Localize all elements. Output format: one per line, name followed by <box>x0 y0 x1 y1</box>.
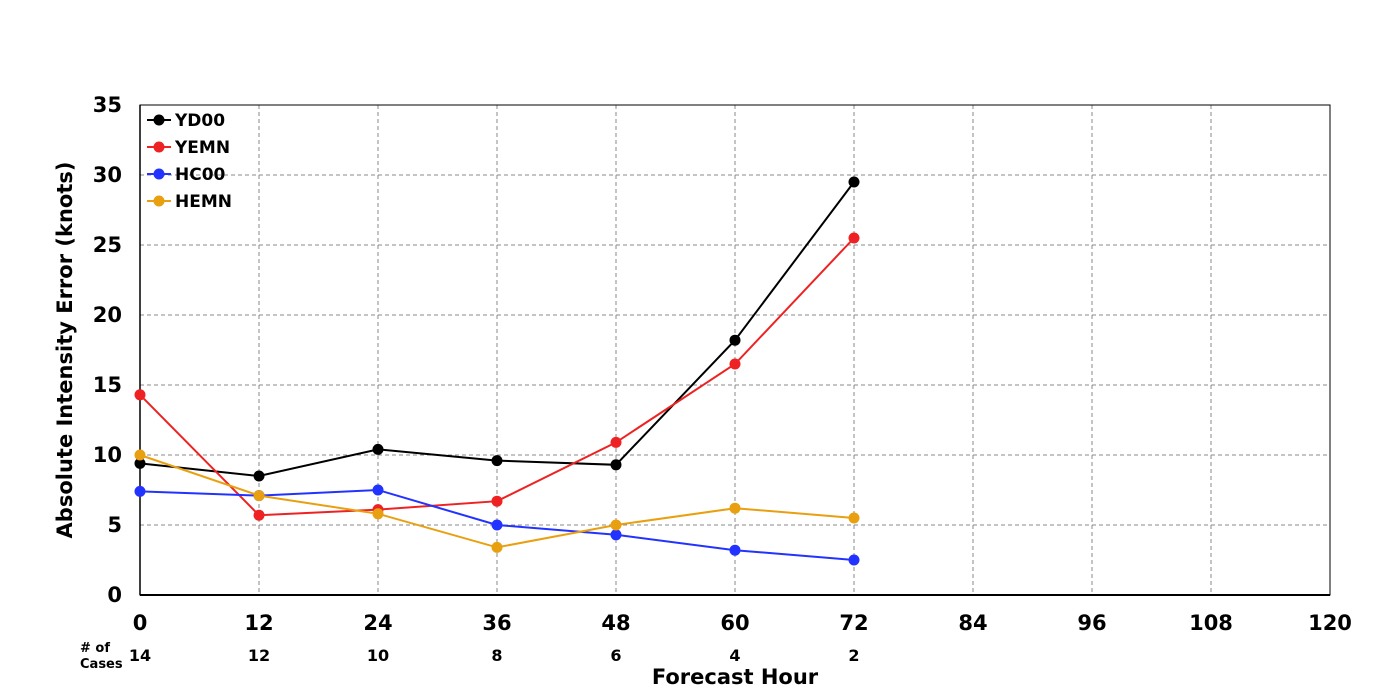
legend: YD00 YEMN HC00 HEMN <box>147 111 232 212</box>
legend-marker <box>153 195 165 207</box>
axes <box>139 104 1331 596</box>
legend-item-hc00: HC00 <box>147 165 226 185</box>
y-axis-title: Absolute Intensity Error (knots) <box>53 162 77 539</box>
point-hemn-24 <box>372 508 384 520</box>
point-yemn-0 <box>134 389 146 401</box>
case-count-4: 6 <box>610 646 621 665</box>
point-hemn-12 <box>253 490 265 502</box>
legend-marker <box>153 141 165 153</box>
x-tick-label-9: 108 <box>1189 611 1233 635</box>
point-hc00-48 <box>610 529 622 541</box>
y-tick-label-5: 25 <box>93 233 122 257</box>
y-tick-label-0: 0 <box>107 583 122 607</box>
legend-label: YD00 <box>174 111 225 131</box>
point-hemn-72 <box>848 512 860 524</box>
point-yd00-36 <box>491 455 503 467</box>
point-hemn-36 <box>491 541 503 553</box>
point-hc00-0 <box>134 485 146 497</box>
x-tick-label-5: 60 <box>720 611 749 635</box>
grid <box>140 104 1330 595</box>
legend-item-yd00: YD00 <box>147 111 225 131</box>
x-tick-label-3: 36 <box>482 611 511 635</box>
point-yd00-0 <box>134 457 146 469</box>
series-hemn <box>134 449 860 553</box>
x-tick-label-10: 120 <box>1308 611 1352 635</box>
case-count-3: 8 <box>491 646 502 665</box>
x-axis-title: Forecast Hour <box>652 665 819 689</box>
x-tick-label-8: 96 <box>1077 611 1106 635</box>
point-hc00-60 <box>729 544 741 556</box>
point-yd00-60 <box>729 334 741 346</box>
series-yd00 <box>134 176 860 482</box>
x-tick-label-0: 0 <box>133 611 148 635</box>
point-hemn-0 <box>134 449 146 461</box>
x-tick-label-7: 84 <box>958 611 987 635</box>
point-yemn-60 <box>729 358 741 370</box>
legend-marker <box>153 114 165 126</box>
y-tick-label-6: 30 <box>93 163 122 187</box>
y-tick-label-3: 15 <box>93 373 122 397</box>
legend-label: YEMN <box>174 138 230 158</box>
point-yd00-12 <box>253 470 265 482</box>
point-yd00-48 <box>610 459 622 471</box>
legend-marker <box>153 168 165 180</box>
point-hemn-60 <box>729 502 741 514</box>
point-yemn-36 <box>491 495 503 507</box>
tick-labels: 0 5 10 15 20 25 30 35 0 12 24 36 48 60 72 84 96 108 120 <box>93 93 1352 635</box>
point-hc00-24 <box>372 484 384 496</box>
case-count-1: 12 <box>248 646 270 665</box>
legend-label: HC00 <box>175 165 226 185</box>
cases-title-line1: # of <box>80 641 110 656</box>
cases-row: # of Cases 14 12 10 8 6 4 2 <box>80 641 860 672</box>
legend-label: HEMN <box>175 192 232 212</box>
case-count-6: 2 <box>848 646 859 665</box>
point-yd00-24 <box>372 443 384 455</box>
point-yemn-12 <box>253 509 265 521</box>
point-hc00-72 <box>848 554 860 566</box>
x-tick-label-6: 72 <box>839 611 868 635</box>
point-hc00-36 <box>491 519 503 531</box>
series <box>134 176 860 566</box>
case-count-2: 10 <box>367 646 389 665</box>
series-line-yemn <box>139 237 855 517</box>
x-tick-label-1: 12 <box>244 611 273 635</box>
y-tick-label-2: 10 <box>93 443 122 467</box>
case-count-5: 4 <box>729 646 740 665</box>
y-tick-label-7: 35 <box>93 93 122 117</box>
x-tick-label-2: 24 <box>363 611 392 635</box>
case-count-0: 14 <box>129 646 151 665</box>
y-tick-label-4: 20 <box>93 303 122 327</box>
cases-title-line2: Cases <box>80 657 123 672</box>
point-yemn-72 <box>848 232 860 244</box>
x-tick-label-4: 48 <box>601 611 630 635</box>
point-yd00-72 <box>848 176 860 188</box>
point-yemn-48 <box>610 436 622 448</box>
point-hemn-48 <box>610 519 622 531</box>
y-tick-label-1: 5 <box>107 513 122 537</box>
legend-item-hemn: HEMN <box>147 192 232 212</box>
legend-item-yemn: YEMN <box>147 138 230 158</box>
